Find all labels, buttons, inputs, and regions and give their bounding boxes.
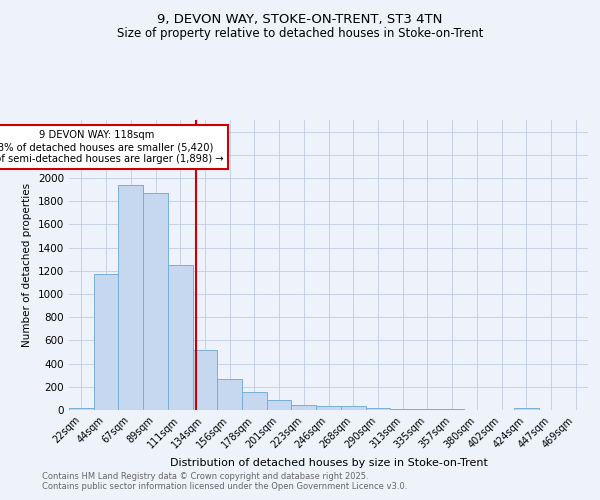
Text: Contains HM Land Registry data © Crown copyright and database right 2025.: Contains HM Land Registry data © Crown c… xyxy=(42,472,368,481)
Bar xyxy=(168,265,193,410)
Bar xyxy=(94,274,118,410)
X-axis label: Distribution of detached houses by size in Stoke-on-Trent: Distribution of detached houses by size … xyxy=(170,458,487,468)
Bar xyxy=(267,400,292,410)
Bar xyxy=(341,406,365,410)
Bar xyxy=(316,406,341,410)
Bar xyxy=(118,185,143,410)
Bar xyxy=(242,392,267,410)
Bar xyxy=(514,408,539,410)
Text: 9 DEVON WAY: 118sqm
← 73% of detached houses are smaller (5,420)
26% of semi-det: 9 DEVON WAY: 118sqm ← 73% of detached ho… xyxy=(0,130,223,164)
Bar xyxy=(365,408,390,410)
Bar xyxy=(69,408,94,410)
Text: 9, DEVON WAY, STOKE-ON-TRENT, ST3 4TN: 9, DEVON WAY, STOKE-ON-TRENT, ST3 4TN xyxy=(157,12,443,26)
Bar xyxy=(390,409,415,410)
Bar xyxy=(292,405,316,410)
Bar xyxy=(143,193,168,410)
Bar xyxy=(193,350,217,410)
Bar xyxy=(217,378,242,410)
Text: Size of property relative to detached houses in Stoke-on-Trent: Size of property relative to detached ho… xyxy=(117,28,483,40)
Y-axis label: Number of detached properties: Number of detached properties xyxy=(22,183,32,347)
Text: Contains public sector information licensed under the Open Government Licence v3: Contains public sector information licen… xyxy=(42,482,407,491)
Bar xyxy=(415,409,440,410)
